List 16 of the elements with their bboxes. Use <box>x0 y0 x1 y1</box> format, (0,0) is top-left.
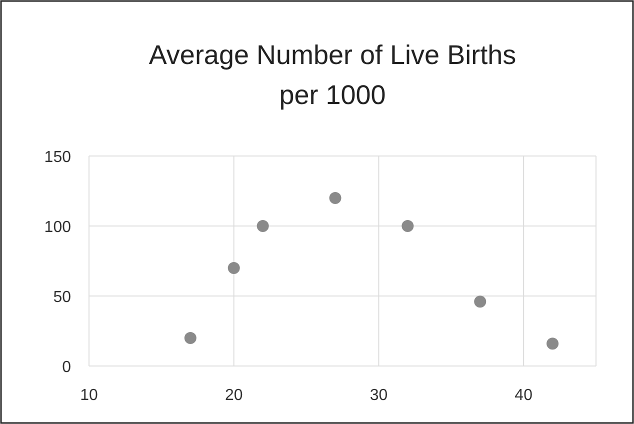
y-tick-label: 100 <box>44 219 72 236</box>
x-tick-label: 30 <box>370 387 388 404</box>
point <box>228 262 240 274</box>
x-tick-label: 10 <box>80 387 98 404</box>
y-tick-label: 150 <box>44 149 72 166</box>
x-tick-label: 40 <box>514 387 533 404</box>
point <box>184 332 196 344</box>
chart-title: Average Number of Live Births per 1000 <box>148 40 516 110</box>
y-tick-label: 50 <box>53 289 72 306</box>
point <box>402 220 414 232</box>
point <box>546 338 559 350</box>
point <box>256 220 269 232</box>
point <box>474 296 486 308</box>
x-tick-label: 20 <box>224 387 243 404</box>
y-tick-label: 0 <box>62 359 72 376</box>
point <box>329 192 342 204</box>
